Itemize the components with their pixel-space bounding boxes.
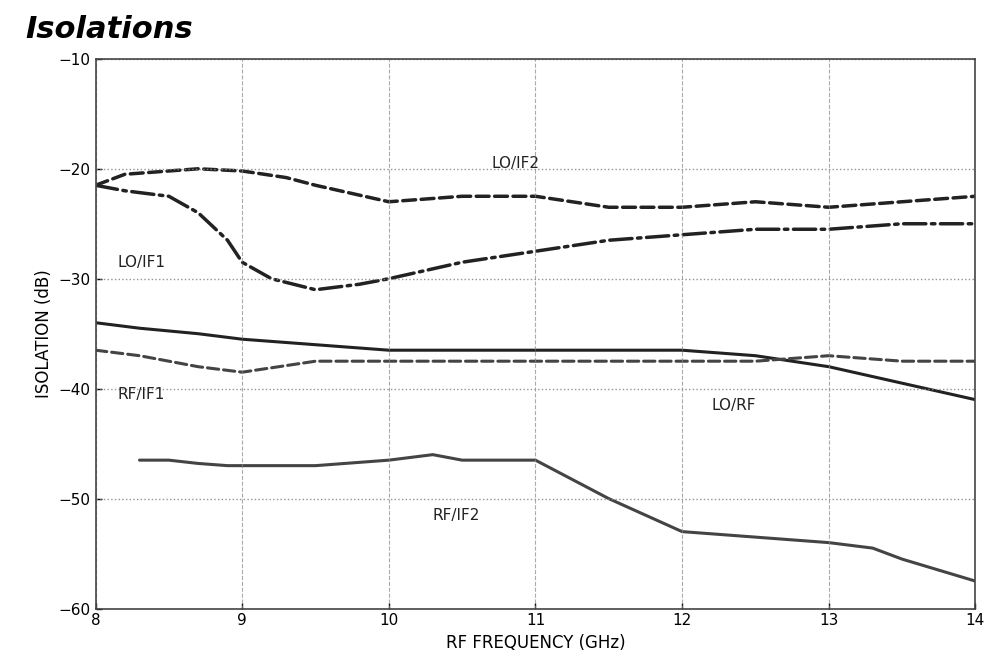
Text: LO/IF1: LO/IF1 [118,255,166,269]
Text: LO/IF2: LO/IF2 [491,156,539,171]
Text: RF/IF2: RF/IF2 [433,508,480,523]
X-axis label: RF FREQUENCY (GHz): RF FREQUENCY (GHz) [446,634,625,652]
Text: LO/RF: LO/RF [711,398,756,413]
Text: RF/IF1: RF/IF1 [118,387,165,402]
Y-axis label: ISOLATION (dB): ISOLATION (dB) [35,269,53,398]
Text: Isolations: Isolations [25,15,193,44]
